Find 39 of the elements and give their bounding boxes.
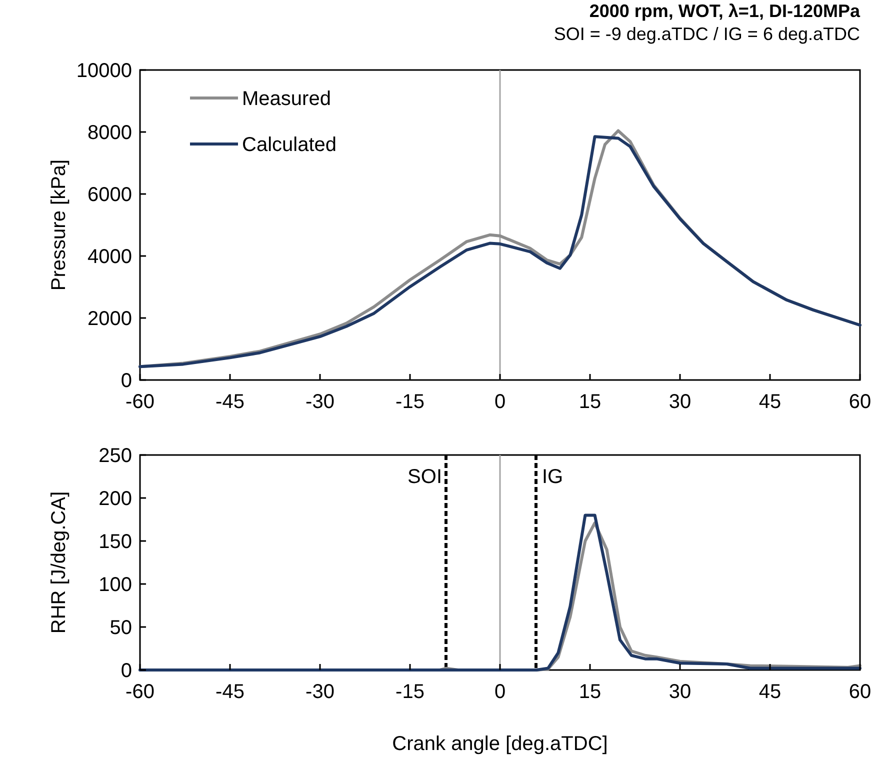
x-tick-label: 0 [494,681,506,703]
x-tick-label: 30 [668,391,692,413]
ref-line-label: IG [542,466,564,488]
x-tick-label: -15 [396,681,424,703]
x-tick-label: 60 [848,391,872,413]
ref-line-label: SOI [408,466,442,488]
chart-subtitle: SOI = -9 deg.aTDC / IG = 6 deg.aTDC [554,24,860,44]
x-tick-label: 15 [578,681,602,703]
y-tick-label: 6000 [88,184,132,206]
y-tick-label: 150 [98,531,132,553]
x-tick-label: -45 [216,391,244,413]
y-tick-label: 10000 [76,60,132,82]
x-tick-label: 45 [758,681,782,703]
x-tick-label: 45 [758,391,782,413]
x-tick-label: -30 [306,391,334,413]
x-tick-label: -15 [396,391,424,413]
y-axis-title: RHR [J/deg.CA] [48,491,70,634]
x-tick-label: 15 [578,391,602,413]
chart-title: 2000 rpm, WOT, λ=1, DI-120MPa [589,1,861,21]
y-tick-label: 100 [98,574,132,596]
x-tick-label: 60 [848,681,872,703]
y-axis-title: Pressure [kPa] [48,159,70,291]
y-tick-label: 2000 [88,308,132,330]
x-tick-label: -30 [306,681,334,703]
x-tick-label: -60 [126,681,154,703]
y-tick-label: 0 [120,660,132,682]
y-tick-label: 0 [120,370,132,392]
y-tick-label: 8000 [88,122,132,144]
y-tick-label: 4000 [88,246,132,268]
x-tick-label: -60 [126,391,154,413]
y-tick-label: 200 [98,488,132,510]
legend-label: Measured [242,88,331,110]
x-tick-label: -45 [216,681,244,703]
y-tick-label: 50 [110,617,132,639]
x-tick-label: 30 [668,681,692,703]
x-axis-title: Crank angle [deg.aTDC] [392,733,608,755]
y-tick-label: 250 [98,445,132,467]
x-tick-label: 0 [494,391,506,413]
legend-label: Calculated [242,134,337,156]
